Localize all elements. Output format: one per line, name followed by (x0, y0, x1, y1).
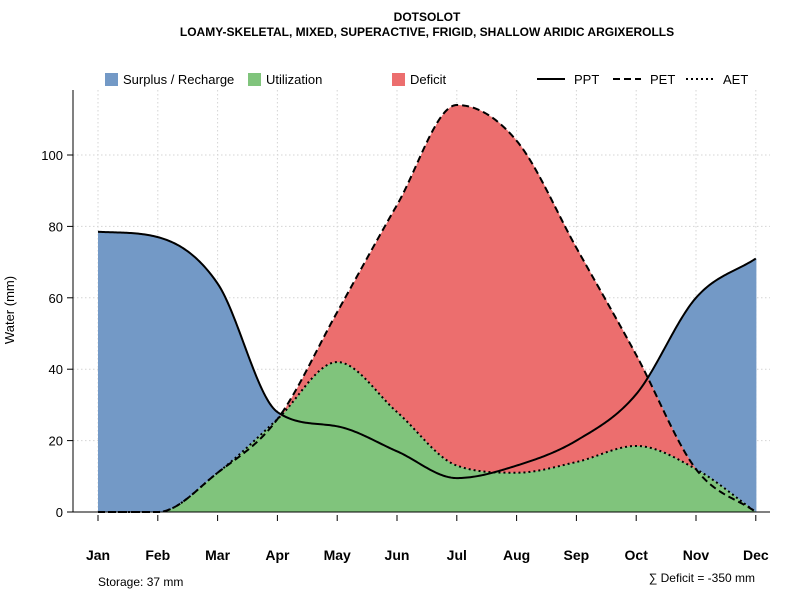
y-tick-label: 0 (56, 505, 63, 520)
x-tick-label-apr: Apr (265, 547, 290, 563)
x-tick-label-nov: Nov (683, 547, 710, 563)
x-tick-label-mar: Mar (205, 547, 230, 563)
storage-note: Storage: 37 mm (98, 575, 183, 589)
x-tick-label-feb: Feb (145, 547, 170, 563)
y-axis-label: Water (mm) (2, 276, 17, 344)
deficit-area (277, 105, 697, 473)
axes (67, 90, 770, 521)
y-tick-label: 20 (49, 434, 63, 449)
x-tick-label-jun: Jun (385, 547, 410, 563)
legend-swatch-surplus-area (105, 73, 118, 86)
legend-label-aet: AET (723, 72, 748, 87)
x-tick-label-may: May (324, 547, 351, 563)
y-tick-label: 100 (41, 148, 63, 163)
x-tick-label-aug: Aug (503, 547, 530, 563)
aet-line (98, 361, 757, 513)
legend-label-utilization-area: Utilization (266, 72, 322, 87)
chart-title: DOTSOLOT (394, 10, 461, 24)
chart-subtitle: LOAMY-SKELETAL, MIXED, SUPERACTIVE, FRIG… (180, 25, 674, 39)
surplus-area (98, 231, 757, 512)
y-tick-label: 60 (49, 291, 63, 306)
y-tick-label: 80 (49, 219, 63, 234)
x-tick-label-dec: Dec (743, 547, 769, 563)
pet-line (98, 104, 757, 513)
ppt-line (97, 230, 757, 480)
x-tick-label-jul: Jul (447, 547, 467, 563)
legend-label-surplus-area: Surplus / Recharge (123, 72, 234, 87)
legend-swatch-utilization-area (248, 73, 261, 86)
legend-swatch-deficit-area (392, 73, 405, 86)
series-lines (97, 104, 757, 513)
deficit-note: ∑ Deficit = -350 mm (649, 571, 755, 585)
y-tick-label: 40 (49, 362, 63, 377)
areas (98, 105, 757, 512)
legend: Surplus / Recharge Utilization Deficit PPT P… (105, 72, 748, 87)
x-tick-label-oct: Oct (625, 547, 649, 563)
x-tick-label-sep: Sep (564, 547, 590, 563)
tick-labels: 0 20 40 60 80 100 Jan Feb Mar Apr May Jun Jul Aug Sep O… (41, 148, 769, 563)
legend-label-deficit-area: Deficit (410, 72, 447, 87)
x-tick-label-jan: Jan (86, 547, 110, 563)
legend-label-pet: PET (650, 72, 675, 87)
utilization-area (98, 362, 757, 512)
legend-label-ppt: PPT (574, 72, 599, 87)
